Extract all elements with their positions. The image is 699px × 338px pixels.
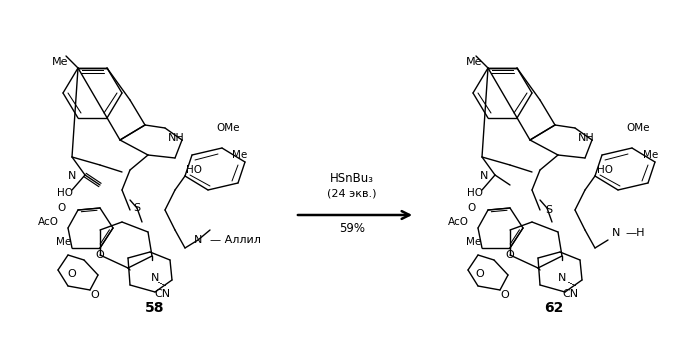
Text: HO: HO <box>186 165 202 175</box>
Text: S: S <box>545 205 553 215</box>
Text: O: O <box>500 290 510 300</box>
Text: HO: HO <box>597 165 613 175</box>
Text: Me: Me <box>52 57 69 67</box>
Text: 62: 62 <box>545 301 563 315</box>
Text: CN: CN <box>154 289 170 299</box>
Text: (24 экв.): (24 экв.) <box>327 188 377 198</box>
Text: AcO: AcO <box>38 217 59 227</box>
Text: N: N <box>612 228 620 238</box>
Text: N: N <box>194 235 202 245</box>
Text: Me: Me <box>466 57 482 67</box>
Text: O: O <box>467 203 475 213</box>
Text: N: N <box>480 171 488 181</box>
Text: N: N <box>151 273 159 283</box>
Text: HO: HO <box>57 188 73 198</box>
Text: OMe: OMe <box>216 123 240 133</box>
Text: AcO: AcO <box>448 217 469 227</box>
Text: O: O <box>505 250 514 260</box>
Text: N: N <box>68 171 76 181</box>
Text: S: S <box>134 203 140 213</box>
Text: Me: Me <box>643 150 658 160</box>
Text: O: O <box>91 290 99 300</box>
Text: Me: Me <box>56 237 71 247</box>
Text: —H: —H <box>625 228 644 238</box>
Text: NH: NH <box>168 133 185 143</box>
Text: HO: HO <box>467 188 483 198</box>
Text: O: O <box>475 269 484 279</box>
Text: NH: NH <box>578 133 595 143</box>
Text: N: N <box>558 273 566 283</box>
Text: O: O <box>57 203 65 213</box>
Text: 59%: 59% <box>339 221 365 235</box>
Text: 58: 58 <box>145 301 165 315</box>
Text: — Аллил: — Аллил <box>210 235 261 245</box>
Text: O: O <box>68 269 76 279</box>
Text: Me: Me <box>466 237 481 247</box>
Text: HSnBu₃: HSnBu₃ <box>330 171 374 185</box>
Text: Me: Me <box>232 150 247 160</box>
Text: CN: CN <box>562 289 578 299</box>
Text: O: O <box>96 250 104 260</box>
Text: OMe: OMe <box>626 123 649 133</box>
